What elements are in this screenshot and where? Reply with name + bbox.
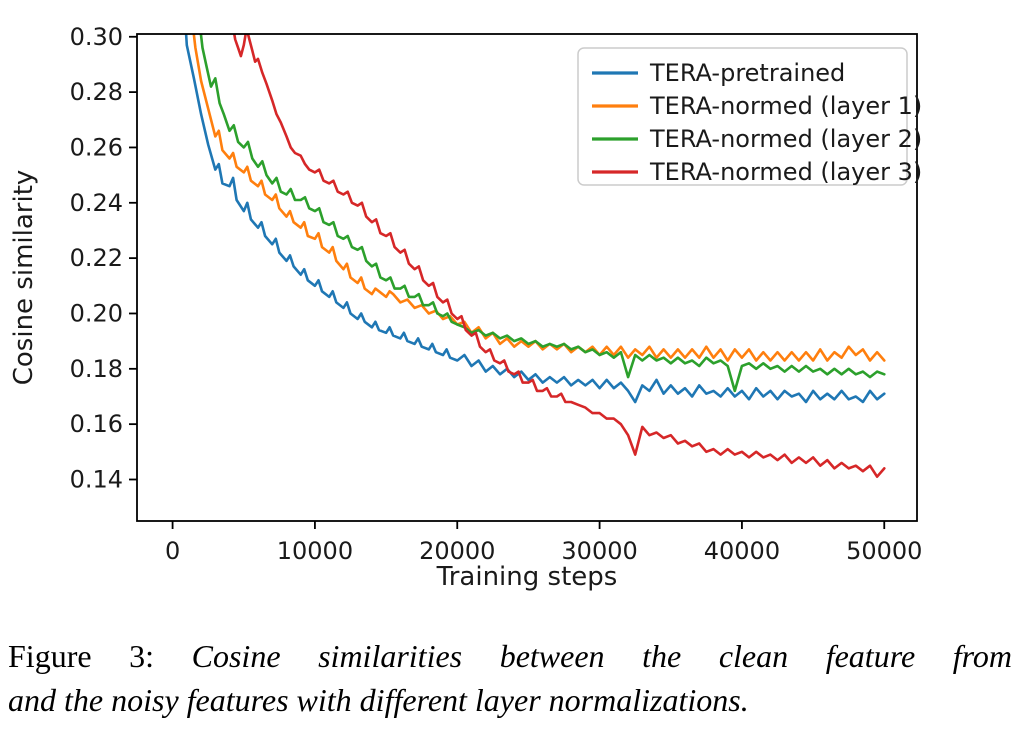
y-axis: 0.14 0.16 0.18 0.20 0.22 0.24 0.26 0.28 0.30: [70, 23, 137, 493]
x-tick-label: 20000: [419, 537, 495, 565]
legend-box: [577, 47, 908, 186]
legend: TERA-pretrained TERA-normed (layer 1) TERA…: [577, 47, 922, 186]
legend-label: TERA-pretrained: [649, 59, 845, 87]
x-axis-label: Training steps: [436, 562, 618, 592]
y-tick-label: 0.14: [70, 465, 123, 493]
line-chart: 0 10000 20000 30000 40000 50000 0.14 0.16 0.18 0.…: [9, 23, 922, 592]
caption-line-2: and the noisy features with different la…: [8, 678, 1012, 722]
caption-text-2: and the noisy features with different la…: [8, 682, 749, 718]
y-tick-label: 0.28: [70, 78, 123, 106]
x-axis: 0 10000 20000 30000 40000 50000: [165, 521, 922, 565]
y-tick-label: 0.26: [70, 133, 123, 161]
series-line-2: [192, 34, 886, 362]
x-tick-label: 40000: [704, 537, 780, 565]
legend-label: TERA-normed (layer 2): [649, 125, 922, 153]
caption-figure-label: Figure 3:: [8, 638, 155, 674]
x-tick-label: 10000: [277, 537, 353, 565]
figure-caption: Figure 3: Cosine similarities between th…: [8, 634, 1012, 722]
legend-label: TERA-normed (layer 1): [649, 92, 922, 120]
y-tick-label: 0.18: [70, 355, 123, 383]
series-group: [184, 34, 886, 478]
series-line-4: [232, 34, 886, 478]
legend-label: TERA-normed (layer 3): [649, 158, 922, 186]
series-line-1: [184, 34, 886, 404]
series-line-3: [199, 34, 886, 393]
axes-spines: [136, 33, 918, 522]
y-axis-label: Cosine similarity: [9, 170, 39, 386]
caption-text-1: Cosine similarities between the clean fe…: [191, 638, 1013, 674]
y-tick-label: 0.24: [70, 189, 123, 217]
y-tick-label: 0.30: [70, 23, 123, 51]
x-tick-label: 30000: [561, 537, 637, 565]
x-tick-label: 0: [165, 537, 180, 565]
y-tick-label: 0.16: [70, 410, 123, 438]
y-tick-label: 0.20: [70, 299, 123, 327]
y-tick-label: 0.22: [70, 244, 123, 272]
caption-line-1: Figure 3: Cosine similarities between th…: [8, 634, 1012, 678]
x-tick-label: 50000: [846, 537, 922, 565]
cosine-similarity-chart: 0 10000 20000 30000 40000 500000.140.160.180.…: [9, 23, 922, 592]
